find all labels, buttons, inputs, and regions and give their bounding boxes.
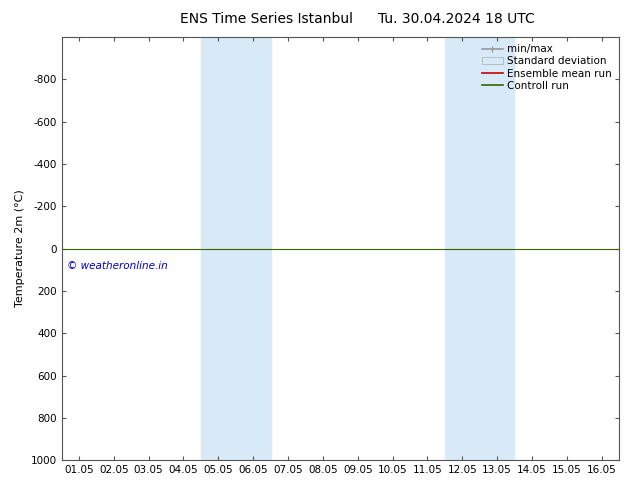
Bar — [201, 37, 271, 460]
Text: Tu. 30.04.2024 18 UTC: Tu. 30.04.2024 18 UTC — [378, 12, 535, 26]
Y-axis label: Temperature 2m (°C): Temperature 2m (°C) — [15, 190, 25, 307]
Legend: min/max, Standard deviation, Ensemble mean run, Controll run: min/max, Standard deviation, Ensemble me… — [478, 40, 616, 95]
Text: ENS Time Series Istanbul: ENS Time Series Istanbul — [180, 12, 353, 26]
Bar — [445, 37, 514, 460]
Text: © weatheronline.in: © weatheronline.in — [67, 261, 168, 271]
